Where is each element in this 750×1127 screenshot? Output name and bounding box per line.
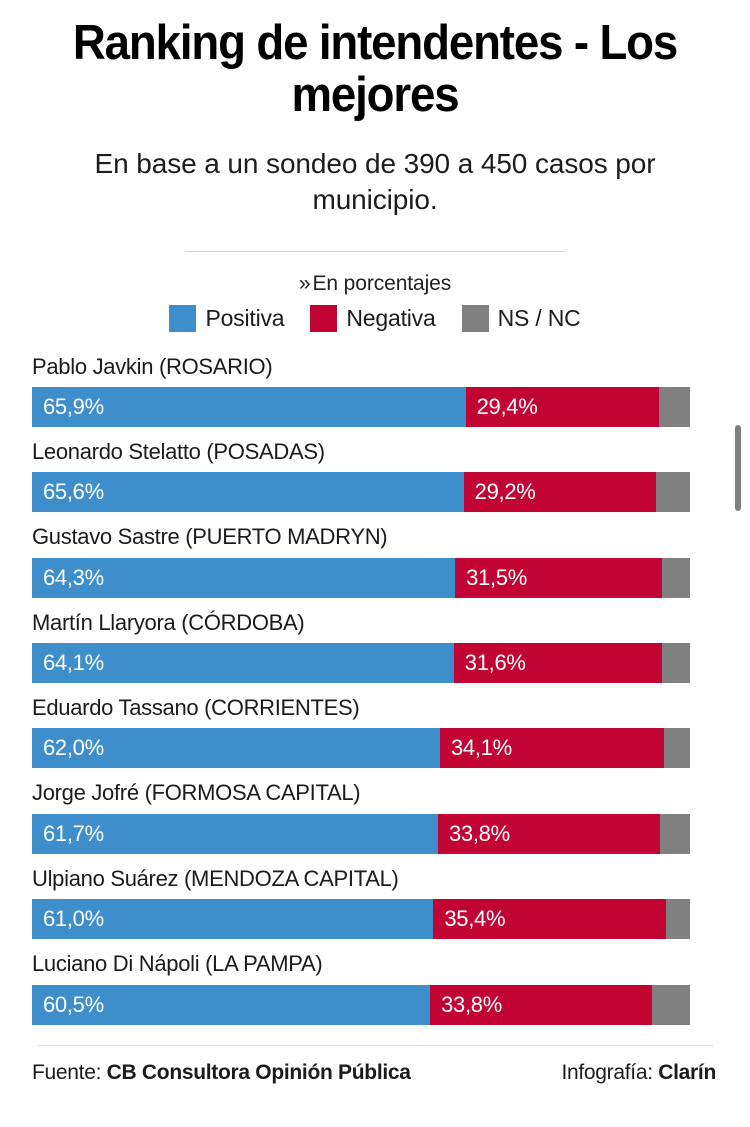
bar-segment-ns-nc	[666, 899, 690, 940]
bar-value-negativa: 31,5%	[466, 564, 527, 590]
footer-source-value: CB Consultora Opinión Pública	[106, 1060, 411, 1084]
bar-value-negativa: 33,8%	[448, 820, 510, 846]
legend-items: Positiva Negativa NS / NC	[0, 304, 750, 332]
bar-segment-positiva: 64,1%	[32, 643, 454, 684]
bar-segment-negativa: 31,5%	[455, 557, 663, 598]
bar-segment-negativa: 29,4%	[465, 386, 660, 427]
bar-value-positiva: 65,6%	[43, 479, 104, 505]
ranking-row-name: Gustavo Sastre (PUERTO MADRYN)	[32, 524, 388, 550]
bar-segment-ns-nc	[664, 728, 690, 769]
bar-segment-positiva: 60,5%	[32, 984, 431, 1025]
bar-value-positiva: 61,7%	[43, 820, 104, 846]
bar-value-positiva: 65,9%	[43, 393, 104, 419]
stacked-bar: 61,0% 35,4%	[32, 899, 690, 940]
ranking-row: Pablo Javkin (ROSARIO) 65,9% 29,4%	[32, 354, 718, 427]
bar-segment-negativa: 29,2%	[463, 472, 656, 513]
stacked-bar: 65,6% 29,2%	[32, 472, 690, 513]
legend-label-positiva: Positiva	[205, 304, 285, 331]
ranking-row: Jorge Jofré (FORMOSA CAPITAL) 61,7% 33,8%	[32, 780, 718, 854]
stacked-bar: 65,9% 29,4%	[32, 386, 690, 427]
legend-item-positiva: Positiva	[169, 304, 285, 332]
stacked-bar: 62,0% 34,1%	[32, 728, 690, 769]
bar-value-negativa: 35,4%	[444, 906, 506, 932]
bar-value-positiva: 62,0%	[43, 735, 104, 761]
footer-credit-value: Clarín	[658, 1060, 716, 1084]
header: Ranking de intendentes - Los mejores En …	[0, 0, 750, 218]
legend-swatch-ns-nc	[461, 304, 489, 332]
ranking-row-name: Pablo Javkin (ROSARIO)	[32, 353, 273, 379]
bar-segment-ns-nc	[662, 557, 690, 598]
ranking-row: Leonardo Stelatto (POSADAS) 65,6% 29,2%	[32, 438, 718, 513]
footer-source: Fuente: CB Consultora Opinión Pública	[32, 1061, 411, 1085]
footer: Fuente: CB Consultora Opinión Pública In…	[0, 1046, 750, 1085]
page-subtitle: En base a un sondeo de 390 a 450 casos p…	[94, 147, 656, 215]
bar-segment-negativa: 33,8%	[430, 984, 653, 1025]
scrollbar-track[interactable]	[732, 0, 746, 1127]
bar-segment-ns-nc	[661, 643, 690, 684]
bar-segment-positiva: 61,0%	[32, 899, 434, 940]
ranking-row: Eduardo Tassano (CORRIENTES) 62,0% 34,1%	[32, 695, 718, 769]
bar-segment-negativa: 33,8%	[437, 813, 661, 854]
legend-note-text: En porcentajes	[312, 271, 452, 295]
legend-item-ns-nc: NS / NC	[461, 304, 581, 332]
bar-value-negativa: 29,4%	[476, 393, 538, 419]
footer-credit: Infografía: Clarín	[561, 1061, 716, 1085]
bar-segment-ns-nc	[655, 472, 690, 513]
bar-value-positiva: 61,0%	[43, 906, 104, 932]
bar-value-negativa: 29,2%	[474, 479, 536, 505]
bar-segment-positiva: 65,6%	[32, 472, 464, 513]
bar-segment-ns-nc	[659, 386, 690, 427]
legend-item-negativa: Negativa	[310, 304, 436, 332]
page-title: Ranking de intendentes - Los mejores	[72, 16, 678, 122]
legend-note: »En porcentajes	[0, 272, 750, 296]
legend-swatch-negativa	[310, 304, 338, 332]
ranking-row: Luciano Di Nápoli (LA PAMPA) 60,5% 33,8%	[32, 951, 718, 1025]
bar-segment-positiva: 65,9%	[32, 386, 466, 427]
ranking-bar-list: Pablo Javkin (ROSARIO) 65,9% 29,4% Leonardo…	[0, 354, 750, 1025]
ranking-row: Gustavo Sastre (PUERTO MADRYN) 64,3% 31,5%	[32, 524, 718, 598]
bar-segment-positiva: 64,3%	[32, 557, 456, 598]
stacked-bar: 64,1% 31,6%	[32, 643, 690, 684]
ranking-row: Ulpiano Suárez (MENDOZA CAPITAL) 61,0% 35,…	[32, 865, 718, 940]
divider-top	[185, 250, 565, 252]
ranking-row-name: Luciano Di Nápoli (LA PAMPA)	[32, 951, 323, 977]
scrollbar-thumb[interactable]	[735, 425, 741, 511]
bar-segment-negativa: 35,4%	[433, 899, 667, 940]
footer-credit-label: Infografía:	[561, 1060, 653, 1084]
bar-value-positiva: 64,3%	[43, 564, 104, 590]
legend-swatch-positiva	[169, 304, 197, 332]
stacked-bar: 60,5% 33,8%	[32, 984, 690, 1025]
bar-segment-negativa: 31,6%	[453, 643, 662, 684]
bar-value-negativa: 31,6%	[464, 650, 526, 676]
bar-value-positiva: 64,1%	[43, 650, 104, 676]
bar-segment-positiva: 61,7%	[32, 813, 438, 854]
legend-label-ns-nc: NS / NC	[497, 304, 581, 331]
bar-segment-positiva: 62,0%	[32, 728, 440, 769]
legend-label-negativa: Negativa	[346, 304, 436, 331]
ranking-row-name: Jorge Jofré (FORMOSA CAPITAL)	[32, 780, 361, 806]
legend: »En porcentajes Positiva Negativa NS / N…	[0, 272, 750, 332]
bar-segment-ns-nc	[652, 984, 690, 1025]
stacked-bar: 61,7% 33,8%	[32, 813, 690, 854]
ranking-row-name: Ulpiano Suárez (MENDOZA CAPITAL)	[32, 865, 399, 891]
ranking-row-name: Leonardo Stelatto (POSADAS)	[32, 438, 325, 464]
bar-value-negativa: 34,1%	[450, 735, 512, 761]
divider-bottom	[37, 1044, 713, 1046]
ranking-row-name: Martín Llaryora (CÓRDOBA)	[32, 609, 305, 635]
guillemet-icon: »	[298, 271, 311, 295]
bar-value-negativa: 33,8%	[441, 991, 502, 1017]
bar-value-positiva: 60,5%	[43, 991, 104, 1017]
bar-segment-ns-nc	[660, 813, 690, 854]
bar-segment-negativa: 34,1%	[439, 728, 665, 769]
stacked-bar: 64,3% 31,5%	[32, 557, 690, 598]
ranking-row-name: Eduardo Tassano (CORRIENTES)	[32, 695, 360, 721]
ranking-row: Martín Llaryora (CÓRDOBA) 64,1% 31,6%	[32, 609, 718, 684]
footer-source-label: Fuente:	[32, 1060, 102, 1084]
